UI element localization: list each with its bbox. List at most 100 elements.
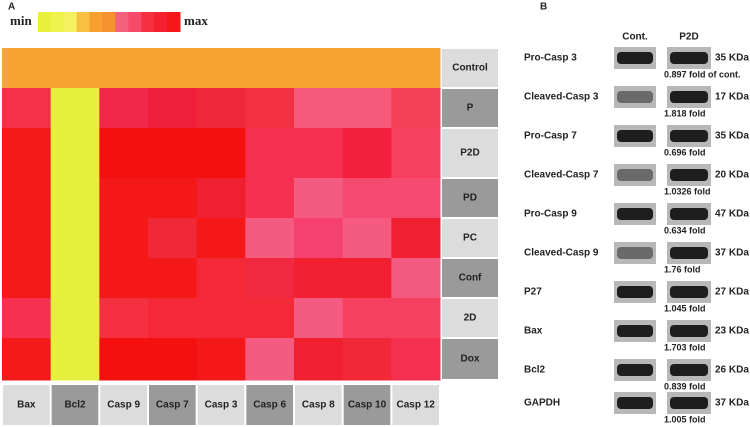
heatmap-cell (50, 218, 100, 259)
size-label: 47 KDa (715, 209, 749, 220)
column-label-box (51, 385, 99, 425)
heatmap-cell (342, 218, 392, 259)
heatmap-cell (2, 128, 52, 179)
size-label: 26 KDa (715, 365, 749, 376)
heatmap-cell (391, 48, 441, 89)
blot-band (670, 52, 708, 64)
protein-label: Cleaved-Casp 9 (524, 248, 599, 259)
size-label: 37 KDa (715, 398, 749, 409)
blot-band (670, 247, 708, 259)
heatmap-cell (294, 178, 344, 219)
fold-label: 0.634 fold (664, 225, 706, 235)
row-label: Dox (461, 354, 480, 365)
blot-band (670, 130, 708, 142)
heatmap-cell (50, 178, 100, 219)
heatmap-cell (99, 258, 149, 299)
heatmap-cell (148, 88, 198, 129)
lane-label: P2D (679, 32, 698, 43)
protein-label: Bax (524, 326, 543, 337)
heatmap-cell (196, 128, 246, 179)
legend-swatch (50, 12, 65, 32)
row-label: PD (463, 193, 477, 204)
heatmap-cell (196, 298, 246, 339)
row-label-box (442, 339, 498, 379)
legend-swatch (154, 12, 168, 32)
heatmap-cell (294, 298, 344, 339)
heatmap-cell (245, 338, 295, 381)
fold-label: 0.696 fold (664, 147, 706, 157)
row-label: P2D (460, 148, 479, 159)
heatmap-cell (294, 338, 344, 381)
legend-min: min (10, 13, 32, 28)
panel-label: B (540, 2, 547, 13)
heatmap-cell (99, 218, 149, 259)
column-label: Casp 3 (205, 400, 238, 411)
heatmap-cell (342, 48, 392, 89)
legend-swatch (102, 12, 116, 32)
column-label-box (197, 385, 245, 425)
heatmap-cell (148, 48, 198, 89)
blot-band (670, 286, 708, 298)
fold-label: 0.839 fold (664, 381, 706, 391)
heatmap-cell (342, 178, 392, 219)
column-label: Casp 7 (156, 400, 189, 411)
heatmap-cell (50, 258, 100, 299)
blot-band (670, 169, 708, 181)
heatmap-cell (245, 258, 295, 299)
row-label-box (442, 179, 498, 217)
heatmap-cell (148, 338, 198, 381)
heatmap-cell (245, 298, 295, 339)
heatmap-cell (50, 88, 100, 129)
heatmap-cell (294, 48, 344, 89)
heatmap-cell (2, 48, 52, 89)
heatmap-cell (391, 178, 441, 219)
heatmap-cell (196, 258, 246, 299)
heatmap-cell (294, 258, 344, 299)
heatmap-cell (391, 128, 441, 179)
heatmap-cell (294, 128, 344, 179)
legend-swatch (38, 12, 52, 32)
column-label-box (149, 385, 196, 425)
column-label-box (100, 385, 147, 425)
row-label: Control (452, 63, 488, 74)
row-label-box (442, 299, 498, 337)
protein-label: GAPDH (524, 398, 560, 409)
blot-band (617, 169, 653, 181)
heatmap-cell (294, 218, 344, 259)
size-label: 20 KDa (715, 170, 749, 181)
heatmap-cell (196, 338, 246, 381)
protein-label: Bcl2 (524, 365, 546, 376)
column-label: Bcl2 (64, 400, 86, 411)
size-label: 35 KDa (715, 53, 749, 64)
heatmap-cell (148, 218, 198, 259)
heatmap-cell (196, 178, 246, 219)
heatmap-cell (196, 218, 246, 259)
heatmap-cell (245, 48, 295, 89)
row-label-box (442, 129, 498, 177)
legend-swatch (63, 12, 78, 32)
row-label: Conf (459, 273, 482, 284)
heatmap-cell (99, 338, 149, 381)
blot-band (617, 325, 653, 337)
blot-band (617, 130, 653, 142)
legend-max: max (184, 13, 208, 28)
column-label: Casp 10 (348, 400, 387, 411)
heatmap-cell (245, 218, 295, 259)
blot-band (617, 286, 653, 298)
legend-swatch (76, 12, 91, 32)
blot-band (617, 91, 653, 103)
protein-label: P27 (524, 287, 542, 298)
heatmap-cell (2, 338, 52, 381)
heatmap-cell (2, 178, 52, 219)
fold-label: 1.76 fold (664, 264, 701, 274)
heatmap-cell (342, 88, 392, 129)
blot-band (617, 52, 653, 64)
protein-label: Cleaved-Casp 7 (524, 170, 599, 181)
panel-label: A (8, 2, 15, 13)
size-label: 23 KDa (715, 326, 749, 337)
lane-label: Cont. (622, 32, 648, 43)
fold-label: 1.045 fold (664, 303, 706, 313)
column-label: Casp 6 (253, 400, 286, 411)
protein-label: Pro-Casp 9 (524, 209, 577, 220)
column-label-box (295, 385, 342, 425)
